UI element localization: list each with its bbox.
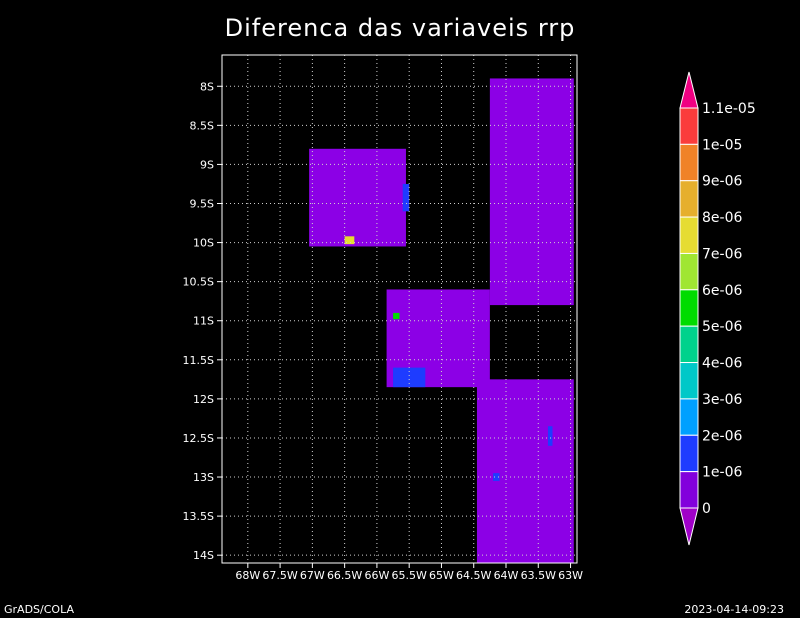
colorbar-segment: [679, 107, 699, 145]
colorbar-top-arrow: [679, 71, 699, 109]
map-frame: [221, 54, 578, 564]
x-tick-label: 64W: [494, 569, 519, 582]
x-tick-label: 65.5W: [391, 569, 426, 582]
map-grid: [222, 55, 577, 563]
colorbar-label: 2e-06: [702, 428, 742, 444]
colorbar-label: 1e-05: [702, 137, 742, 153]
colorbar-segment: [679, 143, 699, 182]
footer-timestamp: 2023-04-14-09:23: [684, 603, 784, 616]
x-tick-label: 64.5W: [456, 569, 491, 582]
colorbar-segment: [679, 325, 699, 364]
region-east-north: [489, 78, 574, 306]
y-tick-label: 8S: [200, 80, 214, 93]
colorbar-label: 9e-06: [702, 174, 742, 190]
y-tick-label: 9.5S: [190, 197, 214, 210]
colorbar-label: 1e-06: [702, 465, 742, 481]
region-northwest: [309, 148, 406, 247]
colorbar-segment: [679, 398, 699, 436]
x-tick-label: 63W: [558, 569, 583, 582]
y-tick-label: 12S: [193, 393, 214, 406]
x-tick-label: 66.5W: [327, 569, 362, 582]
colorbar-segment: [679, 252, 699, 291]
colorbar-segment: [679, 216, 699, 254]
x-tick-label: 66W: [364, 569, 389, 582]
colorbar-label: 1.1e-05: [702, 101, 756, 117]
colorbar-segment: [679, 180, 699, 218]
colorbar-bottom-arrow: [679, 507, 699, 546]
blue-patch-2: [393, 367, 426, 388]
colorbar-label: 6e-06: [702, 283, 742, 299]
y-tick-label: 11S: [193, 315, 214, 328]
colorbar-segment: [679, 471, 699, 509]
x-tick-label: 68W: [235, 569, 260, 582]
y-tick-label: 10.5S: [183, 276, 214, 289]
y-tick-label: 9S: [200, 158, 214, 171]
colorbar: 0 1e-06 2e-06 3e-06 4e-06 5e-06 6e-06 7e-06 8e-0…: [679, 71, 756, 546]
colorbar-segment: [679, 362, 699, 400]
y-tick-label: 13.5S: [183, 510, 214, 523]
x-tick-label: 67.5W: [262, 569, 297, 582]
blue-patch-1: [402, 183, 410, 212]
blue-patch-3: [547, 426, 553, 446]
x-tick-label: 67W: [300, 569, 325, 582]
y-tick-label: 8.5S: [190, 119, 214, 132]
colorbar-segment: [679, 434, 699, 473]
x-tick-label: 63.5W: [521, 569, 556, 582]
colorbar-label: 7e-06: [702, 246, 742, 262]
map-axes: 68W 67.5W 67W 66.5W 66W 65.5W 65W 64.5W 64W 63.5W…: [183, 80, 584, 582]
colorbar-label: 4e-06: [702, 356, 742, 372]
yellow-patch: [344, 236, 355, 245]
y-tick-label: 14S: [193, 549, 214, 562]
chart-title: Diferenca das variaveis rrp: [224, 14, 576, 42]
colorbar-segment: [679, 289, 699, 327]
x-tick-label: 65W: [429, 569, 454, 582]
green-patch: [393, 312, 400, 320]
map-data-layer: [309, 78, 574, 563]
colorbar-label: 5e-06: [702, 319, 742, 335]
y-tick-label: 13S: [193, 471, 214, 484]
y-tick-label: 10S: [193, 237, 214, 250]
colorbar-label: 8e-06: [702, 210, 742, 226]
y-tick-label: 12.5S: [183, 432, 214, 445]
blue-patch-4: [493, 473, 500, 481]
colorbar-label: 3e-06: [702, 392, 742, 408]
y-tick-label: 11.5S: [183, 354, 214, 367]
region-east-south: [476, 379, 574, 563]
colorbar-label: 0: [702, 501, 711, 517]
footer-software: GrADS/COLA: [4, 603, 74, 616]
